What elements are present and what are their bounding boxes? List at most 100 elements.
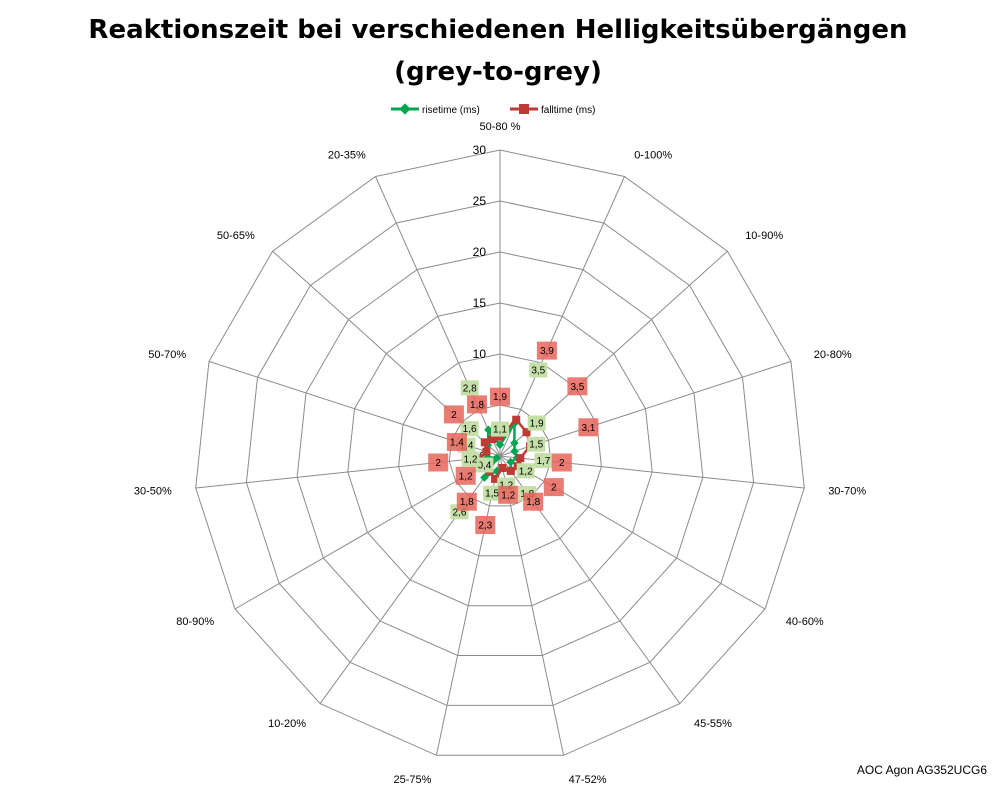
- grid-ring-5: [245, 200, 755, 706]
- falltime-data-label: 2: [451, 410, 457, 421]
- category-label: 0-100%: [634, 150, 672, 162]
- category-label: 50-80 %: [480, 121, 521, 133]
- spoke-7: [499, 455, 565, 756]
- spoke-1: [499, 176, 625, 457]
- falltime-data-label: 1,9: [493, 392, 507, 403]
- falltime-data-label-bg: [490, 387, 510, 406]
- category-label: 25-75%: [393, 774, 431, 786]
- category-label: 47-52%: [569, 774, 607, 786]
- legend: risetime (ms) falltime (ms): [391, 103, 595, 116]
- risetime-data-label-bg: [460, 421, 479, 437]
- risetime-data-label-bg: [483, 485, 502, 501]
- falltime-data-label-bg: [536, 341, 557, 360]
- risetime-point: [495, 440, 505, 450]
- grid-ring-3: [347, 302, 653, 607]
- grid-ring-4: [296, 251, 704, 656]
- category-label: 10-20%: [268, 718, 306, 730]
- falltime-data-label: 2: [551, 483, 557, 494]
- falltime-data-label-bg: [446, 433, 467, 451]
- spoke-3: [499, 360, 792, 457]
- falltime-data-label: 1,8: [460, 497, 474, 508]
- risetime-data-label: 1,1: [493, 425, 507, 436]
- risetime-point: [506, 457, 515, 467]
- risetime-data-label-bg: [516, 463, 535, 479]
- falltime-data-label-bg: [455, 466, 476, 485]
- falltime-point: [506, 466, 515, 475]
- falltime-data-label-bg: [543, 478, 564, 497]
- falltime-data-label-bg: [428, 453, 449, 472]
- risetime-data-label-bg: [491, 421, 509, 437]
- risetime-data-label: 1,2: [464, 455, 478, 466]
- falltime-data-label-bg: [498, 485, 519, 504]
- tick-label: 10: [473, 347, 487, 361]
- category-label: 45-55%: [694, 718, 732, 730]
- falltime-data-label: 2: [435, 458, 441, 469]
- legend-falltime-label: falltime (ms): [541, 105, 595, 116]
- spoke-5: [499, 455, 766, 610]
- category-label: 80-90%: [176, 616, 214, 628]
- falltime-data-label-bg: [578, 418, 599, 437]
- falltime-data-label: 3,9: [540, 346, 554, 357]
- category-label: 10-90%: [745, 230, 783, 242]
- falltime-point: [516, 454, 525, 463]
- falltime-point: [491, 474, 500, 483]
- risetime-data-label: 1,5: [485, 489, 499, 500]
- risetime-data-label-bg: [461, 451, 480, 467]
- falltime-data-label: 1,2: [459, 471, 473, 482]
- grid-ring-6: [195, 149, 805, 756]
- grid-ring-2: [398, 353, 602, 557]
- chart-title-line2: (grey-to-grey): [394, 57, 602, 87]
- risetime-data-label: 1,2: [519, 466, 533, 477]
- risetime-data-label: 2,8: [463, 383, 477, 394]
- falltime-point: [512, 415, 521, 424]
- risetime-data-label-bg: [529, 362, 548, 378]
- falltime-data-label-bg: [551, 453, 572, 472]
- risetime-point: [492, 453, 501, 463]
- falltime-data-label-bg: [443, 405, 464, 424]
- falltime-data-label: 1,8: [470, 400, 484, 411]
- falltime-data-label-bg: [523, 492, 544, 511]
- category-label: 50-70%: [148, 349, 186, 361]
- category-label: 20-35%: [328, 150, 366, 162]
- risetime-data-label-bg: [475, 457, 494, 473]
- radar-grid: [195, 149, 805, 756]
- falltime-point: [488, 435, 497, 444]
- risetime-data-label-bg: [527, 436, 546, 452]
- falltime-data-label: 2,3: [478, 521, 492, 532]
- risetime-data-label-bg: [460, 380, 479, 396]
- chart-title-line1: Reaktionszeit bei verschiedenen Helligke…: [88, 15, 907, 45]
- spoke-14: [375, 176, 501, 457]
- risetime-data-label: 3,5: [531, 366, 545, 377]
- legend-falltime-marker: [519, 104, 529, 114]
- category-labels: 50-80 % 0-100% 10-90% 20-80% 30-70% 40-60% 45-…: [134, 121, 866, 786]
- category-label: 30-70%: [828, 486, 866, 498]
- category-label: 30-50%: [134, 486, 172, 498]
- risetime-data-label: 0,4: [477, 461, 491, 472]
- tick-label: 15: [473, 296, 487, 310]
- falltime-data-label: 1,2: [501, 490, 515, 501]
- risetime-data-label-bg: [527, 415, 546, 431]
- falltime-data-label-bg: [567, 377, 588, 396]
- falltime-data-label: 3,1: [581, 423, 595, 434]
- spoke-11: [195, 455, 501, 489]
- falltime-data-label-bg: [467, 395, 487, 414]
- falltime-data-label: 3,5: [570, 382, 584, 393]
- footer-model-label: AOC Agon AG352UCG6: [857, 763, 987, 777]
- risetime-data-label: 1,9: [530, 419, 544, 430]
- risetime-point: [484, 425, 493, 435]
- falltime-data-label-bg: [456, 492, 477, 511]
- falltime-data-label: 1,8: [526, 497, 540, 508]
- falltime-data-label-bg: [475, 516, 496, 534]
- tick-label: 25: [473, 194, 487, 208]
- risetime-data-label-bg: [534, 453, 553, 469]
- category-label: 40-60%: [786, 616, 824, 628]
- data-labels: 1,13,51,91,51,71,21,81,21,52,60,41,21,41…: [428, 341, 599, 534]
- legend-risetime-label: risetime (ms): [422, 105, 480, 116]
- falltime-point: [522, 428, 531, 437]
- risetime-point: [510, 447, 519, 456]
- risetime-point: [510, 438, 519, 448]
- risetime-data-label: 1,7: [536, 456, 550, 467]
- radial-tick-labels: 051015202530: [473, 143, 487, 463]
- falltime-data-label: 2: [559, 458, 565, 469]
